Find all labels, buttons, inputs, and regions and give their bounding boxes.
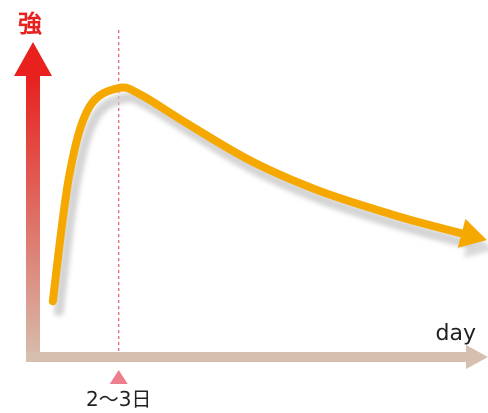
strength-curve-line [48, 83, 466, 306]
x-axis-label: day [436, 321, 476, 346]
y-axis-strength-label: 強 [18, 10, 42, 38]
curve-group [48, 83, 488, 317]
peak-marker-triangle [109, 370, 128, 384]
x-axis-arrowhead [466, 345, 488, 369]
curve-arrowhead [457, 218, 487, 248]
y-axis-arrowhead [14, 42, 52, 76]
peak-day-label: 2〜3日 [86, 387, 151, 411]
y-axis-bar [26, 76, 40, 362]
x-axis-bar [26, 352, 472, 362]
axes-group [14, 42, 488, 369]
curve-shadow [53, 92, 473, 317]
